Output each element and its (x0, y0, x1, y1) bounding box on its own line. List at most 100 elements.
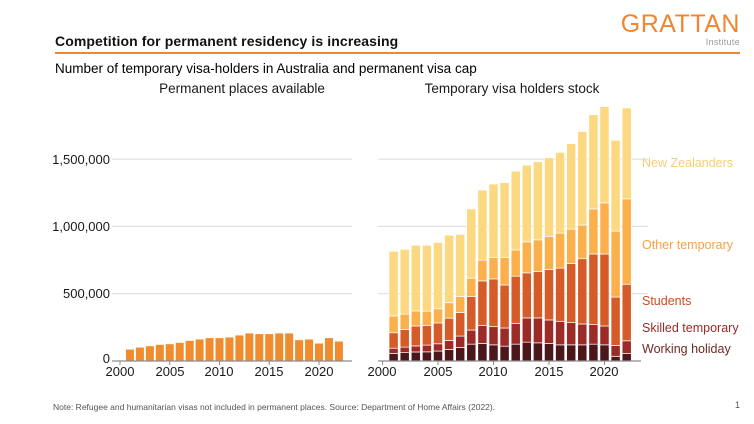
permanent-bar-2002 (135, 347, 144, 361)
permanent-bar-2008 (195, 339, 204, 361)
temporary-bar-2006-students (444, 317, 455, 341)
temporary-bar-2020-skilled_temporary (599, 325, 610, 346)
temporary-bar-2015-students (544, 269, 554, 321)
left-x-tick-2010: 2010 (204, 364, 234, 379)
permanent-bar-2011 (225, 337, 234, 361)
temporary-bar-2015-new_zealanders (544, 157, 554, 237)
temporary-bar-2010-new_zealanders (488, 183, 499, 258)
permanent-bar-2014 (255, 334, 264, 361)
temporary-bar-2008-skilled_temporary (466, 329, 477, 345)
permanent-bar-2013 (245, 333, 254, 361)
temporary-bar-2002-working_holiday (399, 352, 410, 362)
temporary-bar-2009-other_temporary (477, 259, 488, 282)
y-tick-1000000: 1,000,000 (52, 219, 110, 234)
temporary-bar-2017-other_temporary (566, 228, 577, 264)
temporary-bar-2012-new_zealanders (510, 170, 521, 251)
grattan-logo-subtext: Institute (705, 37, 740, 47)
temporary-bar-2019-working_holiday (588, 343, 599, 362)
permanent-bar-2021 (324, 338, 333, 361)
temporary-bar-2017-students (566, 263, 577, 323)
permanent-bar-2007 (185, 340, 194, 361)
temporary-bar-2007-new_zealanders (455, 234, 466, 297)
temporary-bar-2007-skilled_temporary (455, 335, 466, 348)
temporary-bar-2007-working_holiday (455, 347, 466, 362)
temporary-bar-2019-students (588, 253, 599, 326)
temporary-bar-2009-students (477, 280, 488, 326)
right-x-tick-2000: 2000 (367, 364, 397, 379)
temporary-bar-2006-skilled_temporary (444, 340, 455, 350)
temporary-bar-2001-other_temporary (388, 315, 399, 334)
temporary-bar-2016-students (555, 267, 566, 322)
temporary-bar-2015-skilled_temporary (544, 319, 554, 344)
left-x-tick-2015: 2015 (254, 364, 284, 379)
footnote: Note: Refugee and humanitarian visas not… (53, 402, 496, 412)
right-x-tick-2020: 2020 (589, 364, 619, 379)
temporary-bar-2004-working_holiday (421, 351, 432, 362)
permanent-bar-2001 (125, 349, 134, 361)
temporary-bar-2020-other_temporary (599, 202, 610, 255)
temporary-bar-2001-working_holiday (388, 352, 399, 362)
page-number: 1 (734, 400, 740, 410)
temporary-bar-2020-working_holiday (599, 344, 610, 362)
temporary-bar-2018-new_zealanders (577, 131, 588, 226)
temporary-bar-2008-new_zealanders (466, 208, 477, 279)
temporary-bar-2016-other_temporary (555, 232, 566, 269)
temporary-bar-2002-students (399, 329, 410, 348)
permanent-bar-2019 (305, 339, 314, 361)
temporary-bar-2013-new_zealanders (521, 164, 532, 243)
temporary-bar-2008-students (466, 296, 477, 331)
temporary-bar-2022-new_zealanders (621, 107, 632, 200)
temporary-bar-2001-skilled_temporary (388, 347, 399, 354)
temporary-bar-2003-other_temporary (410, 310, 421, 327)
temporary-bar-2011-working_holiday (499, 345, 510, 362)
temporary-bar-2020-new_zealanders (599, 106, 610, 204)
temporary-bar-2016-skilled_temporary (555, 320, 566, 346)
temporary-bar-2010-students (488, 278, 499, 328)
right-x-tick-2015: 2015 (534, 364, 564, 379)
temporary-bar-2002-skilled_temporary (399, 346, 410, 354)
temporary-bar-2017-skilled_temporary (566, 322, 577, 346)
temporary-bar-2011-other_temporary (499, 257, 510, 286)
temporary-bar-2012-skilled_temporary (510, 322, 521, 345)
temporary-bar-2018-working_holiday (577, 344, 588, 362)
temporary-bar-2019-new_zealanders (588, 114, 599, 210)
legend-students: Students (642, 294, 692, 308)
temporary-bar-2006-new_zealanders (444, 234, 455, 304)
right-x-tick-2005: 2005 (423, 364, 453, 379)
temporary-bar-2007-students (455, 312, 466, 337)
grattan-logo: GRATTAN Institute (580, 12, 740, 48)
temporary-bar-2011-new_zealanders (499, 182, 510, 258)
temporary-bar-2022-working_holiday (621, 353, 632, 362)
permanent-bar-2020 (315, 343, 323, 361)
temporary-bar-2009-new_zealanders (477, 189, 488, 261)
temporary-bar-2008-working_holiday (466, 343, 477, 362)
temporary-bar-2002-other_temporary (399, 313, 410, 330)
temporary-bar-2018-other_temporary (577, 224, 588, 260)
temporary-bar-2022-students (621, 283, 632, 342)
temporary-bar-2017-working_holiday (566, 344, 577, 362)
permanent-bar-2022 (334, 341, 343, 361)
temporary-bar-2003-new_zealanders (410, 244, 421, 312)
y-tick-500000: 500,000 (63, 286, 110, 301)
temporary-bar-2005-skilled_temporary (433, 343, 443, 352)
temporary-bar-2001-new_zealanders (388, 250, 399, 317)
temporary-bar-2001-students (388, 332, 399, 349)
temporary-bar-2014-skilled_temporary (532, 317, 543, 344)
temporary-bar-2019-skilled_temporary (588, 324, 599, 345)
temporary-bar-2002-new_zealanders (399, 248, 410, 315)
y-tick-1500000: 1,500,000 (52, 152, 110, 167)
temporary-bar-2018-skilled_temporary (577, 323, 588, 346)
temporary-bar-2003-skilled_temporary (410, 345, 421, 353)
legend-new-zealanders: New Zealanders (642, 156, 734, 170)
temporary-bar-2014-new_zealanders (532, 161, 543, 241)
permanent-bar-2016 (275, 333, 284, 361)
temporary-bar-2005-other_temporary (433, 308, 443, 324)
temporary-bar-2005-students (433, 322, 443, 345)
temporary-bar-2022-other_temporary (621, 198, 632, 285)
left-x-tick-2020: 2020 (304, 364, 334, 379)
legend-skilled-temporary: Skilled temporary (642, 321, 739, 335)
temporary-bar-2009-skilled_temporary (477, 324, 488, 344)
page-title: Competition for permanent residency is i… (55, 33, 399, 49)
temporary-bar-2021-other_temporary (610, 230, 621, 298)
permanent-bar-2009 (205, 338, 214, 361)
